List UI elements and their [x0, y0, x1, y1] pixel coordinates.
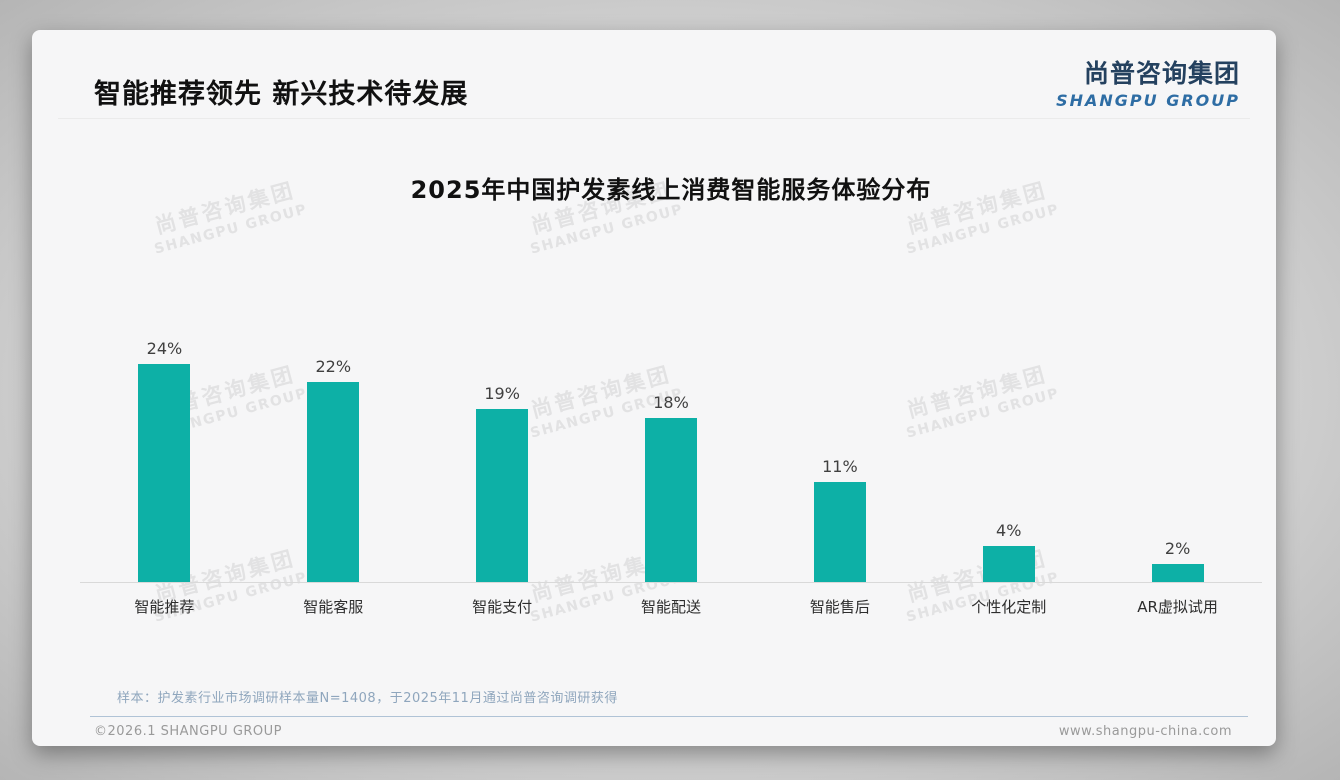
- bar: [1151, 563, 1204, 582]
- header-divider: [58, 118, 1250, 119]
- page-title: 智能推荐领先 新兴技术待发展: [94, 79, 469, 110]
- category-label: 个性化定制: [971, 598, 1047, 616]
- footer-copyright: ©2026.1 SHANGPU GROUP: [94, 724, 283, 739]
- bar: [645, 418, 697, 582]
- bar-value-label: 4%: [996, 520, 1022, 540]
- category-label: 智能配送: [641, 598, 702, 616]
- bar: [982, 545, 1035, 582]
- category-label: 智能支付: [472, 598, 533, 616]
- slide-content: 智能推荐领先 新兴技术待发展 尚普咨询集团 SHANGPU GROUP 2025…: [32, 30, 1276, 746]
- category-label: 智能售后: [809, 598, 870, 616]
- footer-divider: [90, 716, 1248, 717]
- logo-text-en: SHANGPU GROUP: [1056, 91, 1240, 110]
- footer-website: www.shangpu-china.com: [1058, 724, 1232, 739]
- bar-chart: 2025年中国护发素线上消费智能服务体验分布 24% 22% 19% 18%: [80, 170, 1262, 640]
- chart-plot-area: 24% 22% 19% 18% 11%: [80, 328, 1262, 583]
- bar-column: 19%: [418, 384, 587, 582]
- bar-value-label: 24%: [146, 338, 183, 358]
- bar-column: 24%: [80, 339, 249, 582]
- bar-value-label: 18%: [653, 393, 689, 413]
- bar: [476, 409, 529, 582]
- bar-column: 18%: [587, 393, 756, 582]
- bar: [138, 363, 191, 582]
- slide-card: 尚普咨询集团 SHANGPU GROUP 尚普咨询集团 SHANGPU GROU…: [32, 30, 1276, 746]
- bar-value-label: 11%: [822, 456, 858, 476]
- category-label: AR虚拟试用: [1137, 598, 1218, 616]
- bar-column: 11%: [755, 457, 924, 582]
- bar: [813, 481, 866, 582]
- logo-text-cn: 尚普咨询集团: [1083, 59, 1240, 88]
- company-logo: 尚普咨询集团 SHANGPU GROUP: [1056, 54, 1240, 110]
- bar-value-label: 22%: [315, 356, 352, 376]
- category-axis: 智能推荐 智能客服 智能支付 智能配送 智能售后 个性化定制 AR虚拟试用: [80, 596, 1262, 617]
- sample-note: 样本：护发素行业市场调研样本量N=1408，于2025年11月通过尚普咨询调研获…: [117, 691, 618, 706]
- bar: [307, 381, 360, 582]
- bar-value-label: 19%: [484, 384, 520, 404]
- bar-column: 4%: [924, 521, 1093, 582]
- bar-column: 2%: [1093, 539, 1262, 582]
- category-label: 智能推荐: [134, 598, 195, 616]
- bar-value-label: 2%: [1164, 538, 1191, 558]
- chart-title: 2025年中国护发素线上消费智能服务体验分布: [410, 176, 932, 204]
- category-label: 智能客服: [303, 598, 364, 616]
- bar-column: 22%: [249, 357, 418, 582]
